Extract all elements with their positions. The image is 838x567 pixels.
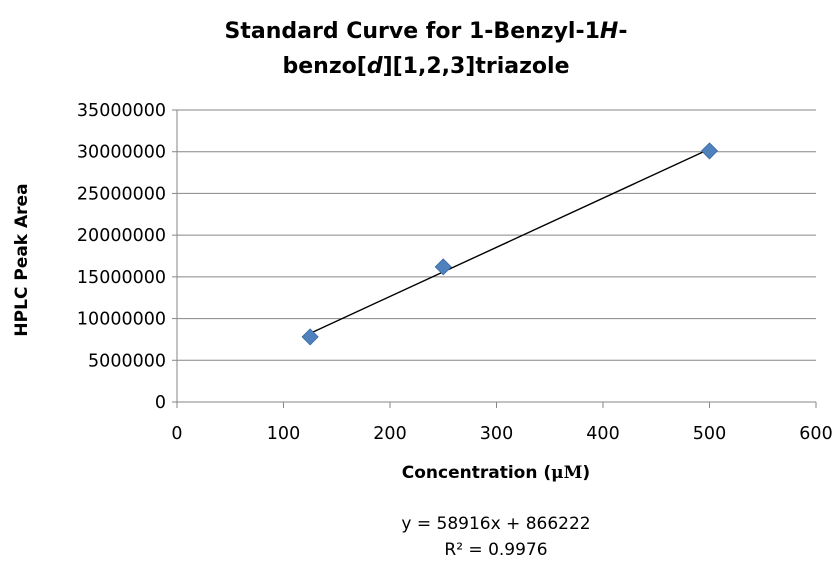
y-tick-label: 15000000 [77, 268, 166, 288]
y-tick-label: 0 [155, 393, 166, 413]
x-tick-label: 600 [799, 424, 832, 444]
y-tick-label: 35000000 [77, 101, 166, 121]
x-tick-label: 0 [171, 424, 182, 444]
data-points [301, 142, 719, 346]
trendline-equation: y = 58916x + 866222 [401, 514, 590, 534]
axes [172, 109, 817, 408]
trendline-segment [309, 148, 710, 334]
x-tick-label: 400 [586, 424, 619, 444]
r-squared-label: R² = 0.9976 [444, 540, 547, 560]
chart-title-line-1: Standard Curve for 1-Benzyl-1H- [225, 19, 628, 44]
x-tick-label: 300 [480, 424, 513, 444]
x-tick-label: 500 [693, 424, 726, 444]
y-axis-label: HPLC Peak Area [12, 183, 32, 336]
y-tick-label: 5000000 [88, 351, 166, 371]
y-tick-label: 25000000 [77, 184, 166, 204]
data-point [700, 142, 719, 160]
y-tick-label: 30000000 [77, 143, 166, 163]
x-tick-label: 200 [373, 424, 406, 444]
x-tick-label: 100 [267, 424, 300, 444]
y-tick-label: 10000000 [77, 310, 166, 330]
trendline [309, 148, 710, 334]
gridlines [177, 109, 816, 361]
data-point [434, 258, 452, 276]
y-tick-labels: 0 5000000 10000000 15000000 20000000 25000000… [77, 101, 166, 413]
x-tick-labels: 0 100 200 300 400 500 600 [171, 424, 832, 444]
chart-title-line-2: benzo[d][1,2,3]triazole [283, 54, 570, 79]
y-tick-label: 20000000 [77, 226, 166, 246]
x-axis-label: Concentration (μM) [402, 463, 590, 483]
data-point [301, 328, 319, 346]
